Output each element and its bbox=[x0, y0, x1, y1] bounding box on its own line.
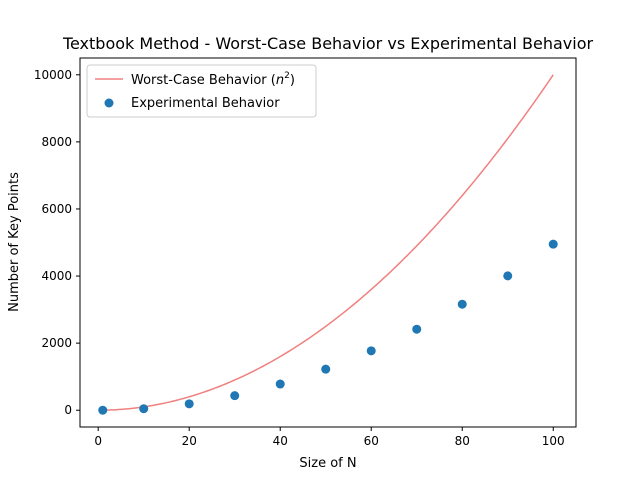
legend-worst-case-exponent: 2 bbox=[284, 71, 290, 81]
scatter-point bbox=[548, 239, 558, 249]
scatter-point bbox=[503, 271, 513, 281]
legend-worst-case-math: n bbox=[276, 73, 284, 88]
x-tick-label: 40 bbox=[273, 434, 288, 448]
y-tick-label: 0 bbox=[64, 403, 72, 417]
scatter-point bbox=[139, 404, 149, 414]
legend-worst-case-suffix: ) bbox=[290, 73, 295, 88]
scatter-point bbox=[184, 399, 194, 409]
x-tick-label: 60 bbox=[364, 434, 379, 448]
scatter-point bbox=[98, 405, 108, 415]
chart-title: Textbook Method - Worst-Case Behavior vs… bbox=[62, 34, 594, 53]
worst-case-line bbox=[102, 74, 554, 411]
y-tick-label: 4000 bbox=[41, 269, 72, 283]
x-tick-label: 0 bbox=[94, 434, 102, 448]
legend-entry-experimental: Experimental Behavior bbox=[131, 96, 280, 111]
y-tick-label: 8000 bbox=[41, 135, 72, 149]
plot-area: 0 20 40 60 80 100 0 2000 4000 6000 8000 10000 bbox=[34, 68, 565, 448]
x-axis-label: Size of N bbox=[299, 456, 356, 471]
y-tick-label: 10000 bbox=[34, 68, 72, 82]
y-axis-label: Number of Key Points bbox=[7, 172, 22, 312]
scatter-point bbox=[412, 324, 422, 334]
legend: Worst-Case Behavior (n2) Experimental Be… bbox=[86, 64, 317, 118]
scatter-point bbox=[275, 379, 285, 389]
axes-frame bbox=[79, 57, 577, 428]
y-tick-label: 6000 bbox=[41, 202, 72, 216]
y-tick-label: 2000 bbox=[41, 336, 72, 350]
legend-box bbox=[86, 64, 317, 118]
scatter-point bbox=[321, 364, 331, 374]
x-tick-label: 100 bbox=[542, 434, 565, 448]
scatter-point bbox=[230, 391, 240, 401]
legend-entry-worst-case: Worst-Case Behavior (n2) bbox=[131, 71, 295, 88]
x-tick-label: 20 bbox=[182, 434, 197, 448]
legend-marker-swatch bbox=[104, 98, 114, 108]
scatter-point bbox=[457, 299, 467, 309]
scatter-point bbox=[366, 346, 376, 356]
legend-worst-case-prefix: Worst-Case Behavior ( bbox=[131, 73, 276, 88]
x-tick-label: 80 bbox=[455, 434, 470, 448]
